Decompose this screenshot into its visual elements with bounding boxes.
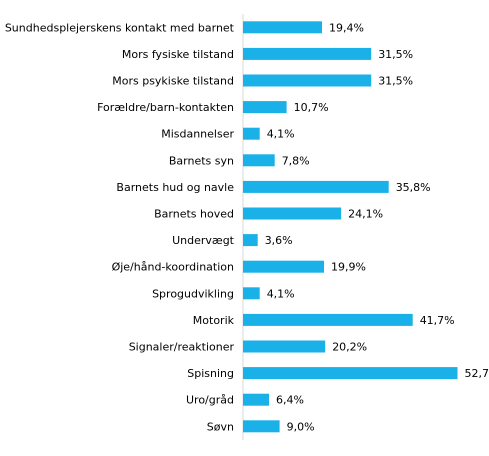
value-label-2: 31,5%	[378, 75, 413, 88]
bar-2	[243, 74, 372, 87]
category-label-4: Misdannelser	[161, 128, 234, 141]
category-label-5: Barnets syn	[169, 154, 234, 167]
bar-5	[243, 154, 275, 167]
category-label-9: Øje/hånd-koordination	[112, 261, 234, 274]
bar-6	[243, 180, 389, 193]
bar-1	[243, 47, 372, 60]
value-label-9: 19,9%	[331, 261, 366, 274]
value-label-15: 9,0%	[287, 420, 315, 433]
category-label-10: Sprogudvikling	[152, 287, 234, 300]
bar-15	[243, 420, 280, 433]
value-label-5: 7,8%	[282, 154, 310, 167]
bar-7	[243, 207, 342, 220]
bar-13	[243, 367, 458, 380]
value-label-7: 24,1%	[348, 208, 383, 221]
bars-group	[243, 21, 458, 433]
value-label-3: 10,7%	[294, 101, 329, 114]
value-label-12: 20,2%	[332, 341, 367, 354]
category-label-3: Forældre/barn-kontakten	[97, 101, 234, 114]
category-label-14: Uro/gråd	[186, 394, 234, 407]
value-label-11: 41,7%	[420, 314, 455, 327]
value-label-0: 19,4%	[329, 21, 364, 34]
value-label-6: 35,8%	[396, 181, 431, 194]
category-label-11: Motorik	[193, 314, 235, 327]
value-label-8: 3,6%	[265, 234, 293, 247]
value-labels-group: 19,4% 31,5% 31,5% 10,7% 4,1% 7,8% 35,8% 24,1% 3,…	[265, 21, 489, 433]
bar-10	[243, 287, 260, 300]
bar-3	[243, 101, 287, 114]
value-label-10: 4,1%	[267, 287, 295, 300]
bar-12	[243, 340, 326, 353]
category-label-2: Mors psykiske tilstand	[112, 75, 234, 88]
category-label-1: Mors fysiske tilstand	[122, 48, 234, 61]
value-label-13: 52,7%	[465, 367, 489, 380]
bar-0	[243, 21, 322, 34]
category-label-0: Sundhedsplejerskens kontakt med barnet	[5, 21, 235, 34]
value-label-4: 4,1%	[267, 128, 295, 141]
bar-14	[243, 393, 269, 406]
bar-8	[243, 234, 258, 247]
category-label-8: Undervægt	[172, 234, 235, 247]
category-label-7: Barnets hoved	[154, 208, 234, 221]
category-labels-group: Sundhedsplejerskens kontakt med barnet Mo…	[5, 21, 235, 433]
bar-11	[243, 313, 413, 326]
bar-9	[243, 260, 324, 273]
value-label-1: 31,5%	[378, 48, 413, 61]
category-label-6: Barnets hud og navle	[116, 181, 234, 194]
category-label-13: Spisning	[187, 367, 234, 380]
category-label-12: Signaler/reaktioner	[129, 341, 235, 354]
value-label-14: 6,4%	[276, 394, 304, 407]
bar-4	[243, 127, 260, 140]
category-label-15: Søvn	[207, 420, 234, 433]
